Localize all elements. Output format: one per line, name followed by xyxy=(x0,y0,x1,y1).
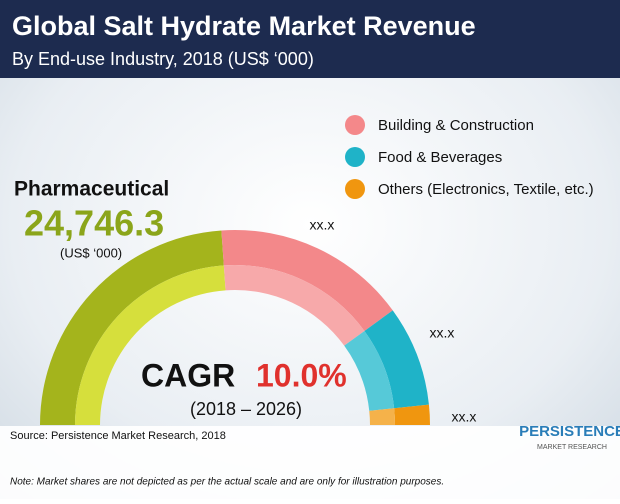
legend-label: Building & Construction xyxy=(378,117,534,134)
half-donut xyxy=(40,229,430,425)
highlight-value: 24,746.3 xyxy=(24,203,164,244)
header-bar xyxy=(0,0,620,78)
arc-segment xyxy=(223,265,365,346)
source: Source: Persistence Market Research, 201… xyxy=(10,430,226,442)
arc-segment xyxy=(75,265,226,425)
arc-segment xyxy=(364,310,429,409)
subtitle: By End-use Industry, 2018 (US$ ‘000) xyxy=(12,49,314,69)
arc-segment xyxy=(40,230,224,425)
segment-label: xx.x xyxy=(452,409,477,425)
legend-label: Food & Beverages xyxy=(378,149,502,166)
logo-tagline: MARKET RESEARCH xyxy=(537,444,607,451)
legend-marker xyxy=(345,179,365,199)
segment-label: xx.x xyxy=(430,325,455,341)
legend-marker xyxy=(345,115,365,135)
highlight-unit: (US$ ‘000) xyxy=(60,245,122,260)
cagr-period: (2018 – 2026) xyxy=(190,399,302,419)
logo-name: PERSISTENCE xyxy=(519,423,620,440)
segment-label: xx.x xyxy=(310,217,335,233)
legend-label: Others (Electronics, Textile, etc.) xyxy=(378,181,594,198)
cagr-value: 10.0% xyxy=(256,357,347,393)
arc-segment xyxy=(221,229,393,331)
note: Note: Market shares are not depicted as … xyxy=(10,477,444,488)
footer-band xyxy=(0,426,620,499)
arc-segment xyxy=(344,330,395,411)
legend-marker xyxy=(345,147,365,167)
arc-segment xyxy=(394,404,430,425)
highlight-label: Pharmaceutical xyxy=(14,178,169,201)
arc-segment xyxy=(369,408,395,425)
cagr-label: CAGR xyxy=(141,357,235,393)
title: Global Salt Hydrate Market Revenue xyxy=(12,11,476,41)
